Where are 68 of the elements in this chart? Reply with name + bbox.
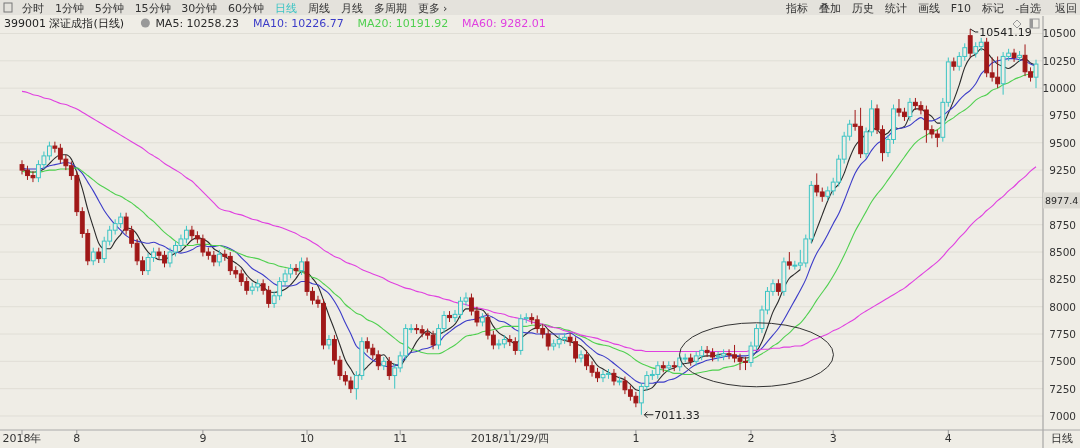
candlestick: [1017, 50, 1022, 63]
text: 15分钟: [134, 1, 171, 15]
x-tick-label: 9: [199, 432, 207, 445]
candlestick: [611, 368, 617, 386]
candlestick: [786, 251, 792, 271]
candlestick: [386, 356, 392, 381]
candlestick: [671, 360, 677, 372]
text: 标记: [981, 1, 1005, 15]
candlestick: [578, 349, 584, 363]
annotation: 10541.19: [979, 25, 1032, 39]
y-tick-label: 10250: [1042, 54, 1076, 67]
text: 日线: [1051, 432, 1073, 445]
candlestick: [781, 257, 787, 297]
text: 60分钟: [227, 1, 264, 15]
y-tick-label: 8000: [1049, 300, 1076, 313]
y-tick-label: 7250: [1049, 382, 1076, 395]
text: 统计: [884, 1, 907, 15]
text: 分时: [22, 1, 44, 15]
candlestick: [326, 334, 332, 350]
text: 画线: [917, 1, 940, 15]
text: 周线: [307, 1, 330, 15]
y-tick-label: 7750: [1049, 328, 1076, 341]
candlestick: [907, 97, 913, 122]
text: -自选: [1015, 1, 1042, 15]
y-tick-label: 9250: [1049, 164, 1076, 177]
annotation: 7011.33: [654, 408, 700, 422]
text: 日线: [274, 1, 297, 15]
x-tick-label: 2: [747, 432, 755, 445]
text: 1分钟: [55, 1, 84, 15]
candlestick: [293, 263, 299, 276]
text: 返回: [1055, 1, 1077, 15]
text: MA10: 10226.77: [253, 17, 344, 30]
text: 月线: [340, 1, 363, 15]
y-tick-label: 9500: [1049, 136, 1076, 149]
text: 30分钟: [181, 1, 218, 15]
text: 8977.4: [1045, 195, 1079, 207]
y-tick-label: 10500: [1042, 27, 1076, 40]
x-tick-label: 10: [300, 432, 315, 445]
text: MA5: 10258.23: [155, 17, 240, 30]
x-tick-label: 2018年: [2, 432, 42, 445]
text: 历史: [851, 1, 874, 15]
text: 更多 ›: [417, 1, 448, 15]
y-tick-label: 7500: [1049, 355, 1076, 368]
text: F10: [950, 1, 972, 15]
chart-title: 399001 深证成指(日线): [4, 17, 125, 30]
y-tick-label: 7000: [1049, 409, 1076, 422]
x-tick-label: 8: [73, 432, 81, 445]
y-tick-label: 10000: [1042, 82, 1076, 95]
text: 5分钟: [94, 1, 124, 15]
x-tick-label: 4: [944, 432, 952, 445]
candlestick: [1033, 59, 1039, 89]
x-tick-label: 1: [632, 432, 640, 445]
candlestick: [381, 356, 387, 371]
y-tick-label: 8500: [1049, 246, 1076, 259]
text: MA20: 10191.92: [357, 17, 449, 30]
text: 指标: [784, 1, 808, 15]
text: MA60: 9282.01: [462, 17, 546, 30]
text: 多周期: [373, 1, 407, 15]
x-tick-label: 3: [829, 432, 837, 445]
x-tick-label: 2018/11/29/四: [470, 432, 549, 445]
y-tick-label: 9750: [1049, 109, 1076, 122]
candlestick: [447, 310, 452, 323]
candlestick: [775, 278, 781, 297]
y-tick-label: 8750: [1049, 218, 1076, 231]
candlestick: [1011, 48, 1017, 63]
y-tick-label: 8250: [1049, 273, 1076, 286]
x-tick-label: 11: [393, 432, 408, 445]
text: 叠加: [818, 1, 841, 15]
